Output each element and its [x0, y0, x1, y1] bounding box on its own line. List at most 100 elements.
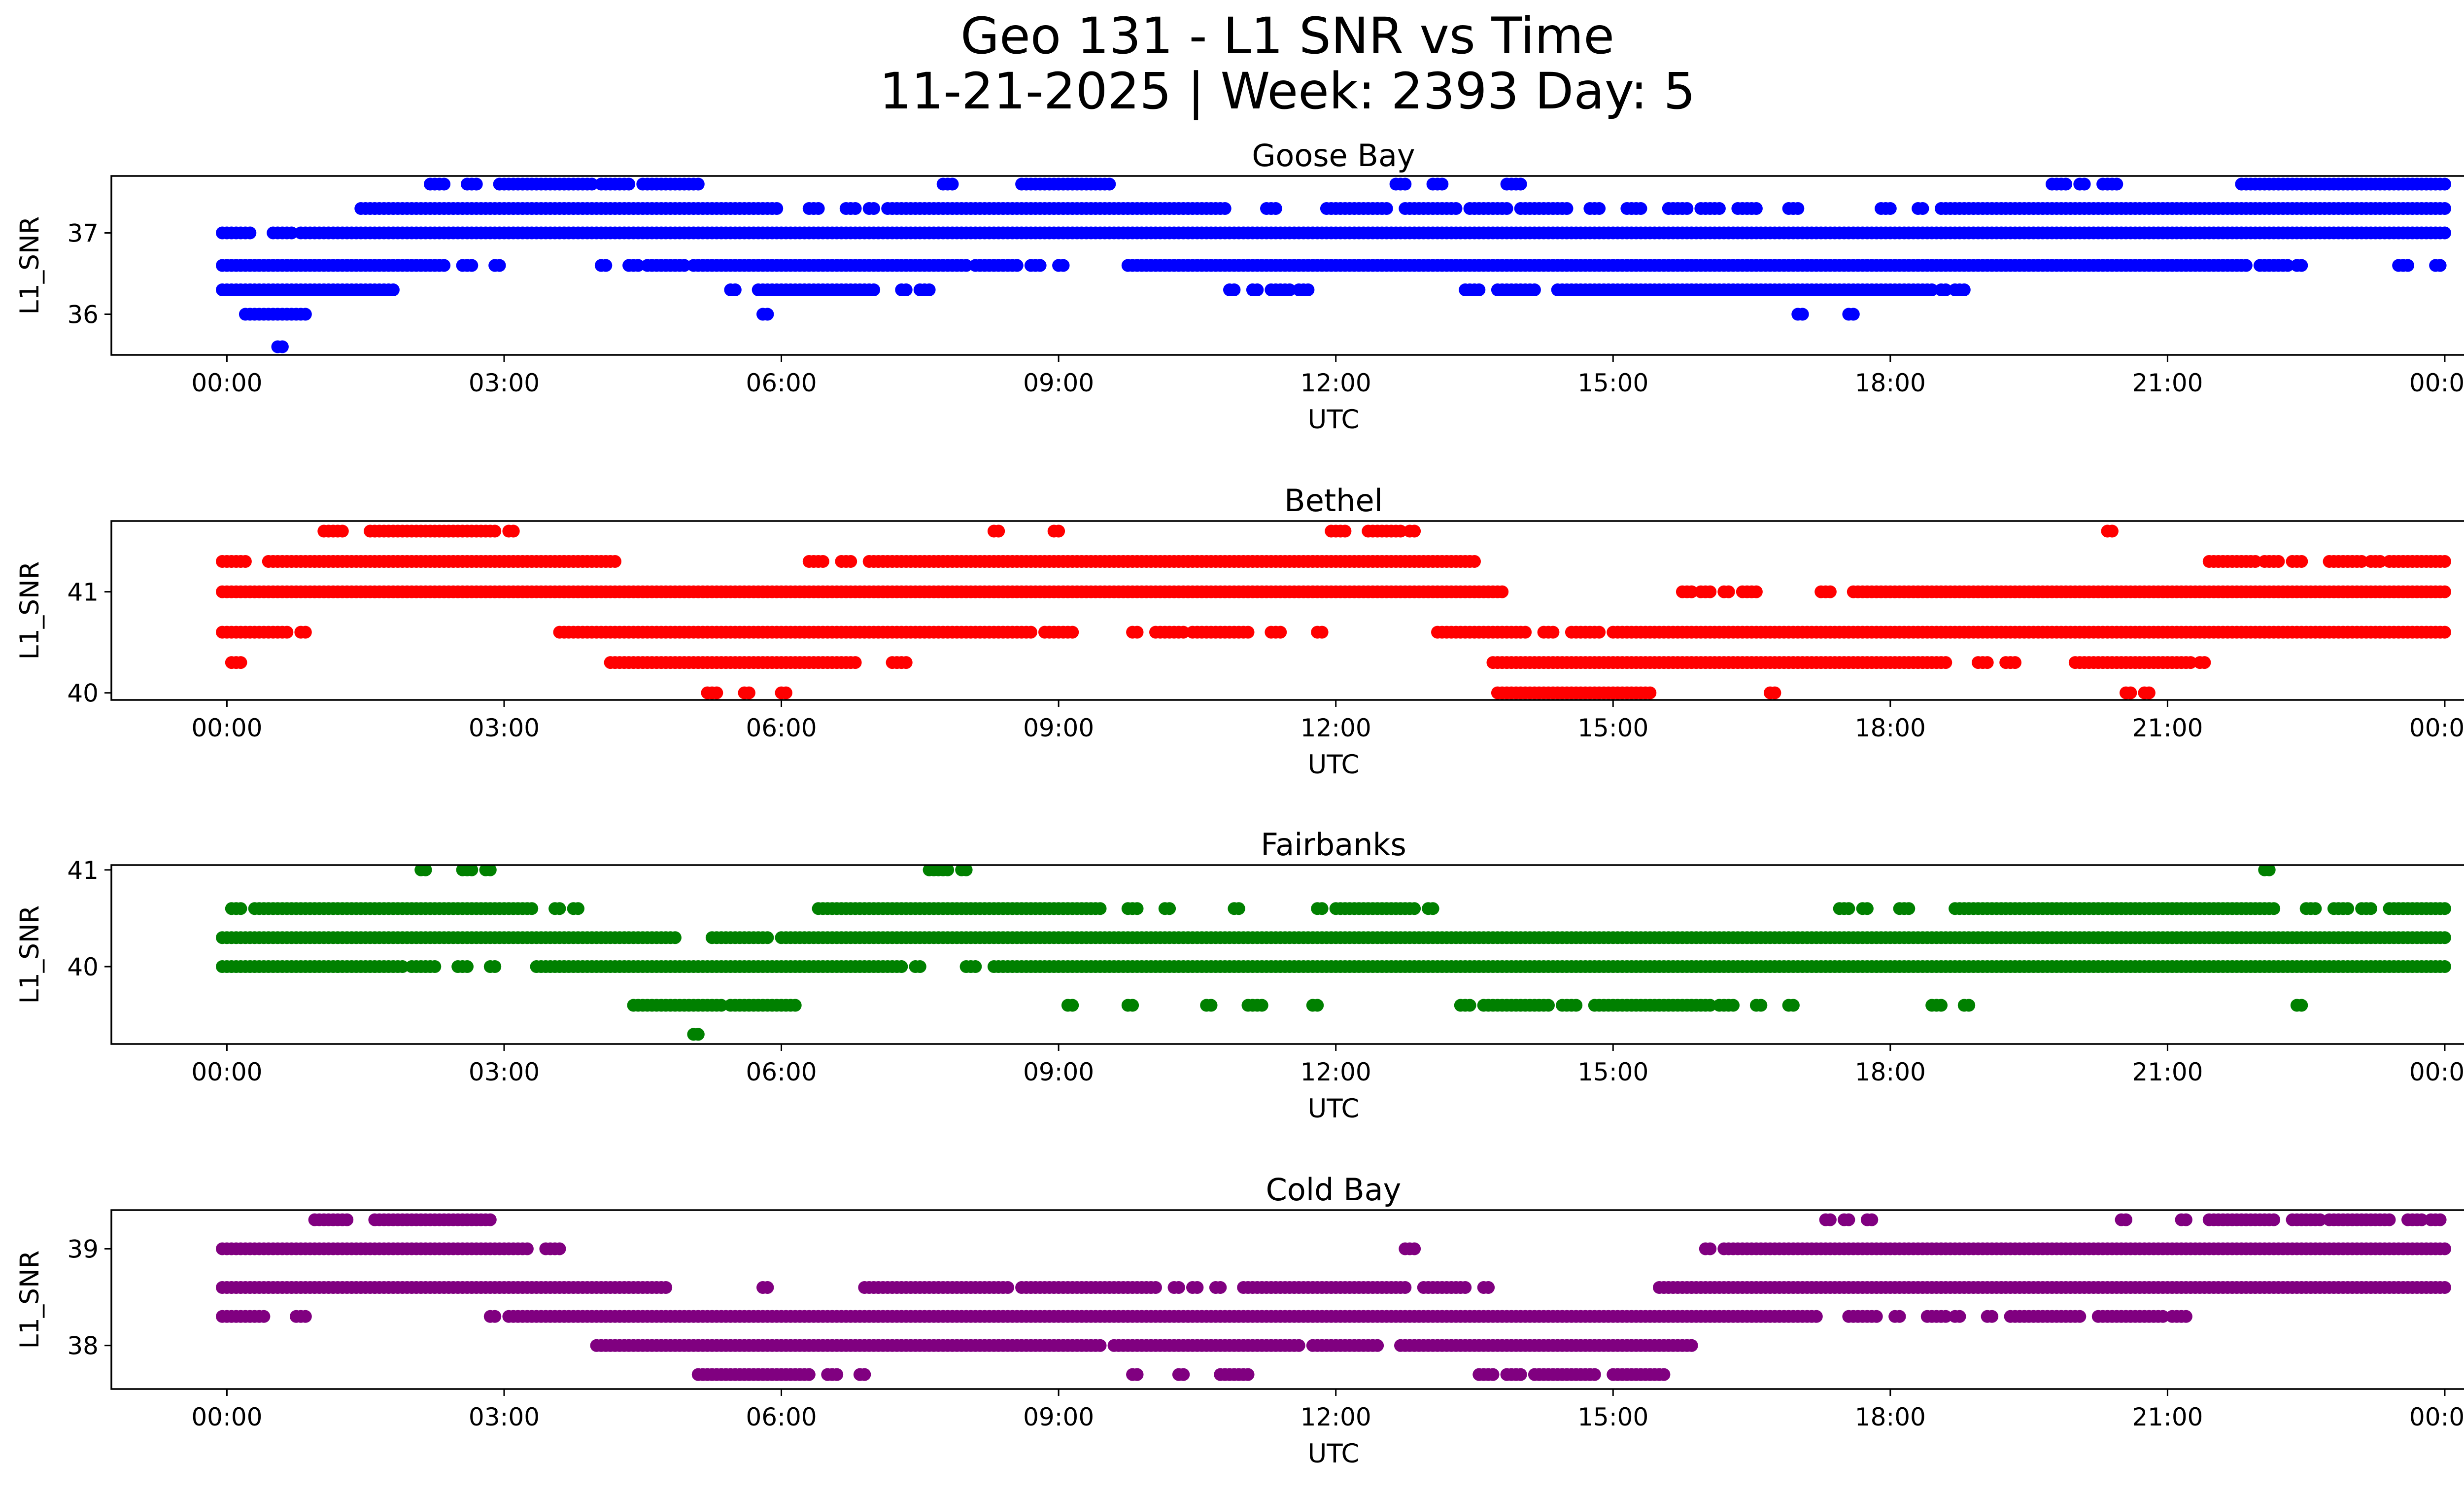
data-point — [1010, 259, 1024, 272]
data-point — [1315, 902, 1329, 915]
scatter-series — [216, 1213, 2451, 1381]
data-point — [1218, 202, 1232, 215]
data-point — [867, 283, 881, 296]
data-point — [299, 626, 312, 639]
data-point — [1902, 902, 1916, 915]
data-point — [428, 960, 442, 973]
data-point — [1066, 999, 1079, 1012]
data-point — [959, 259, 973, 272]
data-point — [1094, 902, 1107, 915]
data-point — [585, 177, 599, 191]
figure-title: Geo 131 - L1 SNR vs Time — [960, 7, 1614, 66]
data-point — [341, 1213, 354, 1226]
data-point — [2373, 555, 2387, 568]
data-point — [2433, 259, 2447, 272]
data-point — [1301, 283, 1315, 296]
data-point — [2239, 259, 2253, 272]
y-tick-label: 40 — [67, 953, 99, 981]
data-point — [2313, 1213, 2327, 1226]
scatter-series — [216, 524, 2451, 699]
data-point — [742, 686, 755, 699]
plot-area — [110, 864, 2464, 1045]
data-point — [1500, 202, 1513, 215]
x-tick-label: 00:00 — [2409, 369, 2464, 397]
data-point — [1052, 524, 1065, 538]
data-point — [1033, 259, 1047, 272]
data-point — [234, 656, 247, 669]
data-point — [1593, 202, 1606, 215]
x-tick-label: 03:00 — [469, 369, 540, 397]
data-point — [812, 202, 825, 215]
data-point — [1126, 999, 1139, 1012]
x-tick-label: 09:00 — [1023, 369, 1094, 397]
data-point — [2059, 177, 2073, 191]
data-point — [520, 1242, 534, 1255]
data-point — [2281, 259, 2294, 272]
data-point — [946, 177, 959, 191]
data-point — [691, 177, 705, 191]
data-point — [2110, 177, 2123, 191]
data-point — [493, 259, 506, 272]
data-point — [572, 902, 584, 915]
x-tick-label: 18:00 — [1855, 714, 1926, 742]
data-point — [243, 226, 257, 240]
data-point — [1712, 202, 1726, 215]
data-point — [1634, 202, 1647, 215]
data-point — [465, 259, 479, 272]
data-point — [1399, 1281, 1412, 1294]
data-point — [1408, 1242, 1421, 1255]
data-point — [483, 1213, 497, 1226]
data-point — [553, 1242, 566, 1255]
data-point — [2438, 902, 2451, 915]
data-point — [1426, 902, 1439, 915]
data-point — [1103, 177, 1116, 191]
subplot-title: Bethel — [1284, 483, 1383, 519]
data-point — [2383, 1213, 2396, 1226]
x-tick-label: 21:00 — [2132, 1058, 2203, 1086]
data-point — [1560, 202, 1574, 215]
data-point — [2355, 555, 2368, 568]
data-point — [913, 960, 926, 973]
x-tick-label: 21:00 — [2132, 714, 2203, 742]
data-point — [1472, 283, 1486, 296]
data-point — [1749, 585, 1763, 598]
data-point — [941, 865, 955, 876]
data-point — [1214, 1281, 1227, 1294]
data-point — [1482, 1281, 1495, 1294]
y-tick-label: 41 — [67, 856, 99, 885]
data-point — [1925, 283, 1939, 296]
data-point — [239, 555, 252, 568]
data-point — [761, 308, 774, 321]
figure-subtitle: 11-21-2025 | Week: 2393 Day: 5 — [879, 62, 1696, 121]
x-tick-label: 00:00 — [191, 714, 262, 742]
data-point — [2184, 656, 2197, 669]
data-point — [1786, 999, 1800, 1012]
data-point — [234, 902, 247, 915]
data-point — [419, 865, 432, 876]
data-point — [1593, 626, 1606, 639]
x-tick-label: 09:00 — [1023, 714, 1094, 742]
data-point — [1191, 1281, 1204, 1294]
x-tick-label: 00:00 — [191, 1058, 262, 1086]
data-point — [1204, 999, 1218, 1012]
x-tick-label: 00:00 — [2409, 1058, 2464, 1086]
y-axis-label: L1_SNR — [15, 216, 45, 315]
data-point — [779, 686, 792, 699]
data-point — [1130, 626, 1144, 639]
data-point — [622, 177, 636, 191]
data-point — [386, 283, 400, 296]
data-point — [2295, 259, 2308, 272]
data-point — [2272, 555, 2285, 568]
y-tick-label: 40 — [67, 679, 99, 708]
data-point — [1394, 524, 1407, 538]
data-point — [1255, 999, 1268, 1012]
data-point — [728, 283, 742, 296]
x-tick-label: 12:00 — [1300, 714, 1371, 742]
data-point — [2438, 960, 2451, 973]
scatter-series — [216, 177, 2451, 353]
data-point — [1519, 626, 1532, 639]
data-point — [2438, 226, 2451, 240]
